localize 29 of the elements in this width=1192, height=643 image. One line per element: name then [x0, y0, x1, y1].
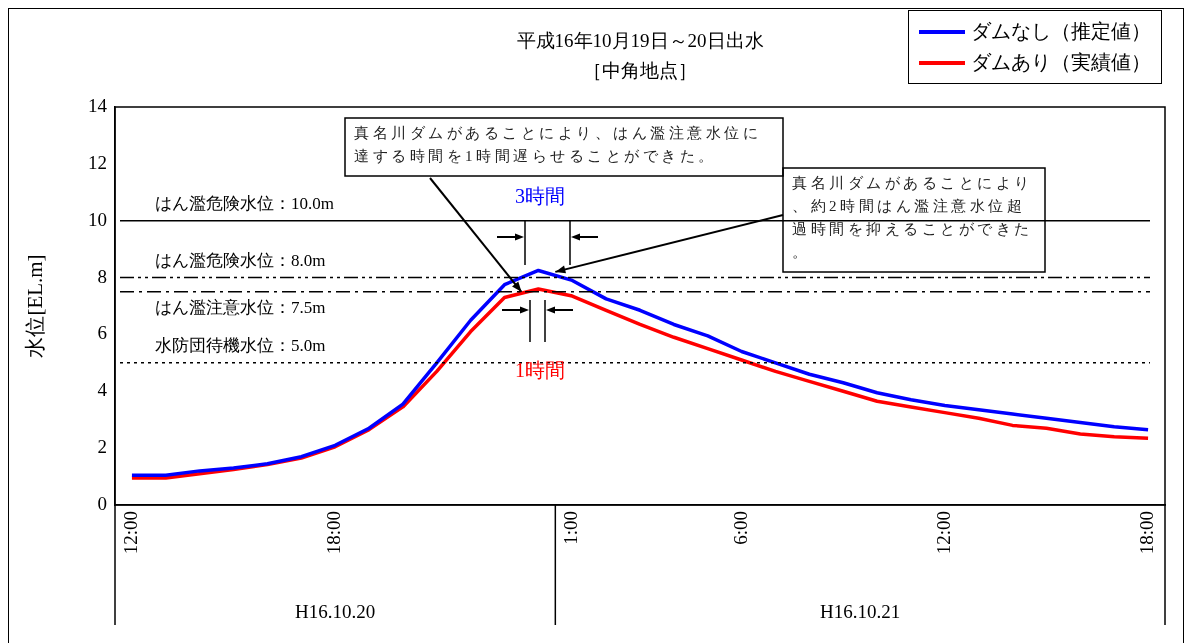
chart-subtitle: ［中角地点］ — [583, 59, 697, 81]
ref-line-label: はん濫注意水位：7.5m — [155, 297, 326, 317]
chart-title: 平成16年10月19日～20日出水 — [516, 29, 764, 51]
annotation: 1時間 — [515, 359, 565, 382]
y-tick-label: 6 — [97, 322, 107, 344]
annotation: 真名川ダムがあることにより、はん濫注意水位に達する時間を1時間遅らせることができた。 — [354, 125, 761, 165]
y-tick-label: 10 — [88, 208, 107, 230]
annotation: 真名川ダムがあることにより、約2時間はん濫注意水位超過時間を抑えることができた。 — [792, 175, 1033, 261]
legend-label: ダムなし（推定値） — [971, 19, 1151, 44]
y-tick-label: 2 — [97, 436, 107, 458]
legend-label: ダムあり（実績値） — [971, 50, 1151, 75]
y-tick-label: 8 — [97, 265, 107, 287]
ref-line-label: はん濫危険水位：8.0m — [155, 250, 326, 270]
ref-line-label: はん濫危険水位：10.0m — [155, 193, 334, 213]
x-tick-label: 1:00 — [560, 511, 582, 545]
y-tick-label: 12 — [88, 151, 107, 173]
x-tick-label: 12:00 — [932, 511, 954, 555]
x-tick-label: 12:00 — [119, 511, 141, 555]
y-tick-label: 0 — [97, 492, 107, 514]
x-tick-label: 18:00 — [323, 511, 345, 555]
text: H16.10.20 — [295, 600, 376, 622]
y-tick-label: 14 — [88, 94, 108, 116]
ref-line-label: 水防団待機水位：5.0m — [155, 335, 326, 355]
y-tick-label: 4 — [97, 379, 108, 401]
x-tick-label: 6:00 — [729, 511, 751, 545]
y-axis-title: 水位[EL.m] — [23, 254, 48, 358]
text: H16.10.21 — [820, 600, 901, 622]
annotation: 3時間 — [515, 185, 565, 208]
x-tick-label: 18:00 — [1136, 511, 1158, 555]
